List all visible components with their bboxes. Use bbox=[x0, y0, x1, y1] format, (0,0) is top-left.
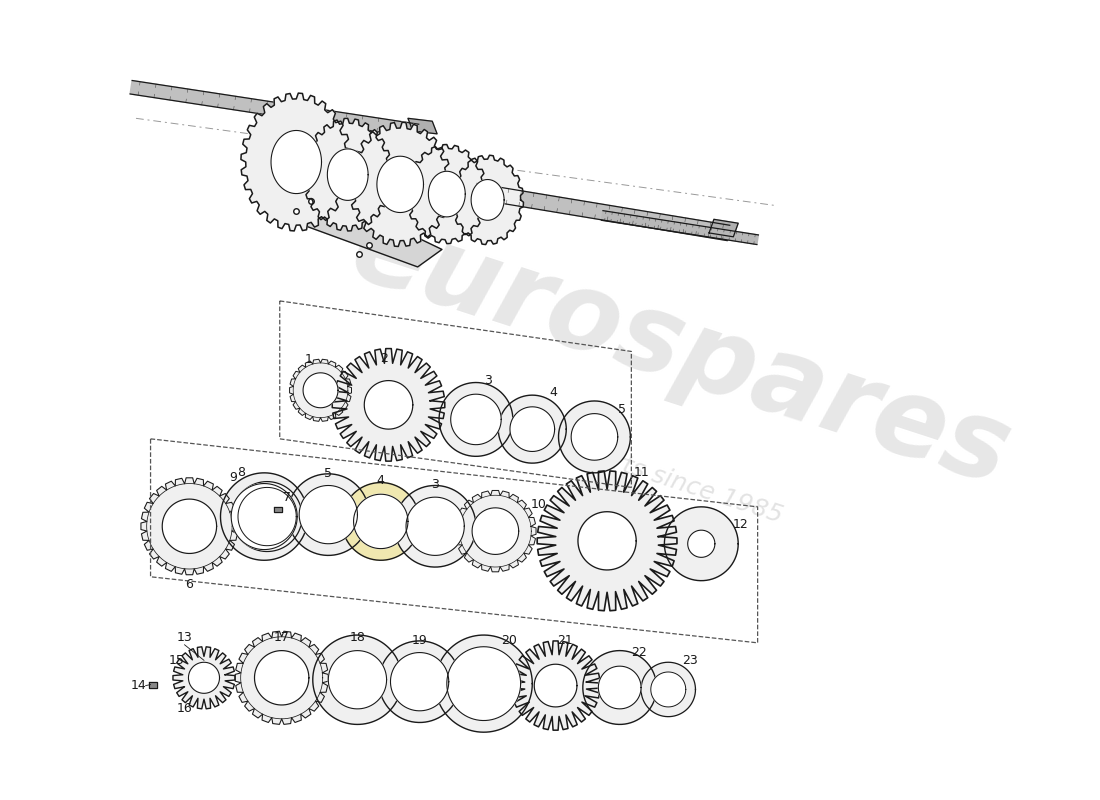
Text: 8: 8 bbox=[236, 466, 245, 479]
Polygon shape bbox=[332, 349, 444, 461]
Polygon shape bbox=[537, 471, 676, 610]
Text: 10: 10 bbox=[531, 498, 547, 511]
Text: 6: 6 bbox=[186, 578, 194, 591]
Polygon shape bbox=[342, 482, 419, 560]
Polygon shape bbox=[439, 382, 513, 456]
Text: 3: 3 bbox=[484, 374, 492, 387]
Polygon shape bbox=[294, 363, 348, 418]
Text: 13: 13 bbox=[177, 631, 192, 645]
Polygon shape bbox=[583, 650, 657, 725]
Polygon shape bbox=[235, 631, 328, 724]
Text: 14: 14 bbox=[131, 679, 146, 692]
Polygon shape bbox=[231, 483, 297, 550]
Polygon shape bbox=[471, 179, 504, 220]
Polygon shape bbox=[304, 373, 338, 408]
Text: 18: 18 bbox=[350, 631, 365, 645]
Polygon shape bbox=[451, 394, 502, 445]
Polygon shape bbox=[598, 666, 641, 709]
Text: 22: 22 bbox=[631, 646, 647, 659]
Polygon shape bbox=[378, 641, 461, 722]
Text: 3: 3 bbox=[431, 478, 439, 491]
Polygon shape bbox=[328, 149, 369, 200]
Polygon shape bbox=[188, 662, 220, 694]
Text: 5: 5 bbox=[617, 403, 626, 416]
Polygon shape bbox=[510, 406, 554, 451]
Polygon shape bbox=[602, 210, 758, 245]
Polygon shape bbox=[395, 486, 476, 567]
Polygon shape bbox=[148, 682, 157, 687]
Polygon shape bbox=[664, 507, 738, 581]
Text: a passion for parts since 1985: a passion for parts since 1985 bbox=[419, 389, 785, 528]
Polygon shape bbox=[475, 183, 729, 241]
Polygon shape bbox=[146, 483, 232, 569]
Text: 21: 21 bbox=[558, 634, 573, 647]
Polygon shape bbox=[289, 359, 352, 422]
Text: eurospares: eurospares bbox=[338, 195, 1022, 508]
Polygon shape bbox=[688, 530, 715, 558]
Polygon shape bbox=[220, 473, 308, 560]
Text: 9: 9 bbox=[229, 471, 238, 484]
Polygon shape bbox=[472, 508, 519, 554]
Polygon shape bbox=[299, 486, 358, 544]
Text: 23: 23 bbox=[682, 654, 697, 667]
Polygon shape bbox=[364, 381, 412, 429]
Polygon shape bbox=[447, 646, 520, 721]
Polygon shape bbox=[238, 487, 296, 546]
Text: 11: 11 bbox=[634, 466, 649, 479]
Polygon shape bbox=[578, 512, 636, 570]
Polygon shape bbox=[498, 395, 566, 463]
Text: 1: 1 bbox=[305, 353, 312, 366]
Polygon shape bbox=[328, 650, 386, 709]
Text: 5: 5 bbox=[324, 467, 332, 480]
Polygon shape bbox=[287, 474, 370, 555]
Polygon shape bbox=[130, 81, 419, 138]
Polygon shape bbox=[406, 145, 487, 244]
Polygon shape bbox=[571, 414, 618, 460]
Text: 2: 2 bbox=[379, 352, 387, 365]
Polygon shape bbox=[353, 494, 408, 549]
Polygon shape bbox=[312, 635, 403, 725]
Polygon shape bbox=[512, 641, 601, 730]
Polygon shape bbox=[173, 646, 235, 709]
Polygon shape bbox=[271, 130, 321, 194]
Polygon shape bbox=[274, 507, 282, 512]
Polygon shape bbox=[277, 191, 442, 267]
Polygon shape bbox=[162, 499, 217, 554]
Polygon shape bbox=[454, 490, 536, 572]
Text: 12: 12 bbox=[733, 518, 748, 531]
Polygon shape bbox=[241, 93, 352, 231]
Polygon shape bbox=[141, 478, 238, 574]
Polygon shape bbox=[559, 401, 630, 473]
Polygon shape bbox=[408, 118, 437, 134]
Text: 7: 7 bbox=[283, 490, 290, 504]
Polygon shape bbox=[377, 156, 424, 213]
Polygon shape bbox=[390, 653, 449, 711]
Text: 19: 19 bbox=[411, 634, 428, 647]
Polygon shape bbox=[641, 662, 695, 717]
Text: 20: 20 bbox=[500, 634, 517, 647]
Polygon shape bbox=[535, 664, 578, 707]
Text: 4: 4 bbox=[550, 386, 558, 398]
Polygon shape bbox=[304, 118, 393, 231]
Polygon shape bbox=[232, 482, 302, 551]
Text: 15: 15 bbox=[168, 654, 185, 667]
Polygon shape bbox=[710, 219, 738, 237]
Text: 17: 17 bbox=[274, 631, 289, 645]
Polygon shape bbox=[651, 672, 685, 707]
Polygon shape bbox=[428, 171, 465, 217]
Polygon shape bbox=[406, 497, 464, 555]
Polygon shape bbox=[452, 155, 524, 245]
Polygon shape bbox=[254, 650, 309, 705]
Polygon shape bbox=[460, 495, 531, 567]
Text: 4: 4 bbox=[377, 474, 385, 487]
Polygon shape bbox=[349, 122, 452, 246]
Polygon shape bbox=[241, 637, 322, 719]
Polygon shape bbox=[436, 635, 532, 732]
Text: 16: 16 bbox=[177, 702, 192, 715]
